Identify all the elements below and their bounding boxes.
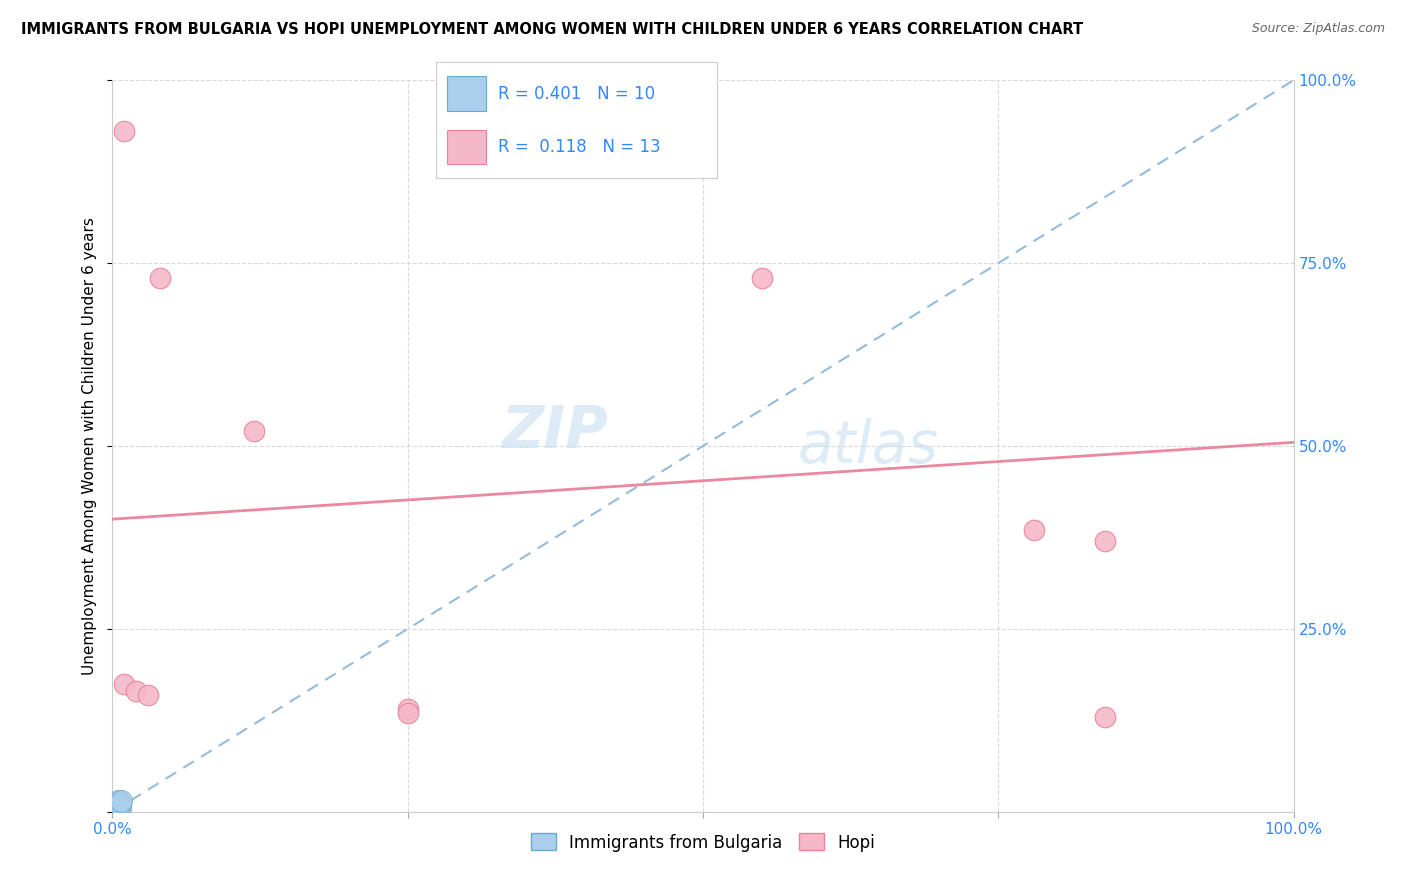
Point xyxy=(110,794,132,808)
Point xyxy=(396,706,419,720)
Point xyxy=(1094,709,1116,723)
Point xyxy=(107,797,129,812)
Point xyxy=(243,425,266,439)
Point xyxy=(149,270,172,285)
Text: R =  0.118   N = 13: R = 0.118 N = 13 xyxy=(498,138,661,156)
Text: Source: ZipAtlas.com: Source: ZipAtlas.com xyxy=(1251,22,1385,36)
Text: ZIP: ZIP xyxy=(502,403,609,460)
Point xyxy=(105,801,128,815)
Point xyxy=(1094,534,1116,549)
Text: R = 0.401   N = 10: R = 0.401 N = 10 xyxy=(498,85,655,103)
Point xyxy=(112,676,135,690)
FancyBboxPatch shape xyxy=(447,77,486,112)
Point xyxy=(107,794,129,808)
Point xyxy=(108,797,131,812)
Point xyxy=(105,797,128,812)
Point xyxy=(1022,523,1045,537)
Point xyxy=(751,270,773,285)
FancyBboxPatch shape xyxy=(447,129,486,164)
Point xyxy=(108,801,131,815)
Point xyxy=(112,124,135,138)
Point xyxy=(396,702,419,716)
Point xyxy=(479,124,502,138)
Point xyxy=(136,688,159,702)
Point xyxy=(105,801,128,815)
Text: IMMIGRANTS FROM BULGARIA VS HOPI UNEMPLOYMENT AMONG WOMEN WITH CHILDREN UNDER 6 : IMMIGRANTS FROM BULGARIA VS HOPI UNEMPLO… xyxy=(21,22,1083,37)
Legend: Immigrants from Bulgaria, Hopi: Immigrants from Bulgaria, Hopi xyxy=(524,827,882,858)
Text: atlas: atlas xyxy=(797,417,938,475)
Point xyxy=(125,684,148,698)
Y-axis label: Unemployment Among Women with Children Under 6 years: Unemployment Among Women with Children U… xyxy=(82,217,97,675)
Point xyxy=(107,801,129,815)
Point xyxy=(105,797,128,812)
